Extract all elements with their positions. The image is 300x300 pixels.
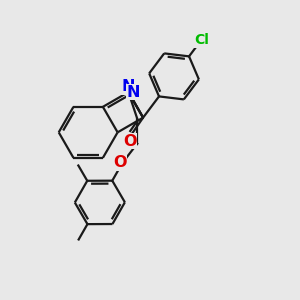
Text: Cl: Cl <box>194 33 209 47</box>
Text: N: N <box>127 85 140 100</box>
Text: N: N <box>122 79 135 94</box>
Text: O: O <box>123 134 136 149</box>
Text: O: O <box>113 155 126 170</box>
